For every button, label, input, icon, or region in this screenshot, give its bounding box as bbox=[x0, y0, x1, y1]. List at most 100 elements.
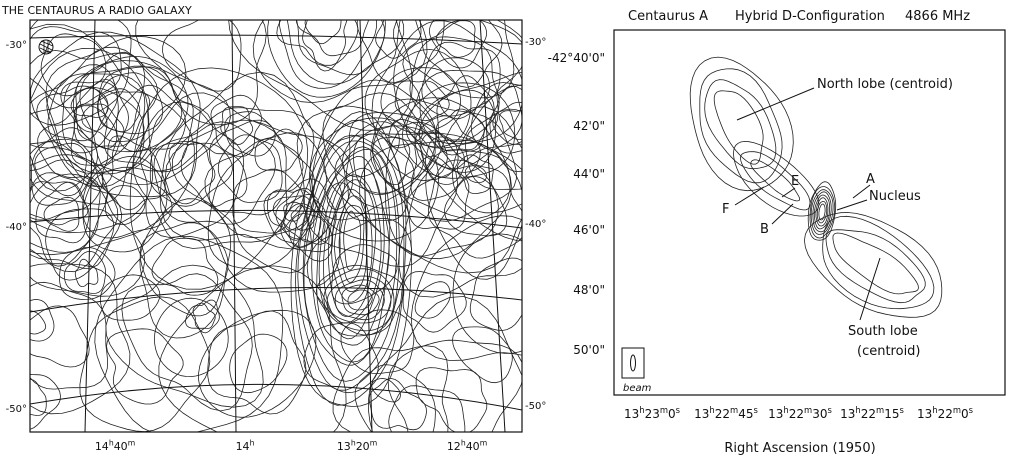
unit: m bbox=[128, 439, 136, 448]
contour bbox=[79, 296, 211, 432]
annotation: F bbox=[722, 202, 729, 217]
contour bbox=[30, 154, 108, 253]
contour bbox=[713, 90, 764, 165]
axis-title: Right Ascension (1950) bbox=[724, 441, 875, 456]
contour bbox=[368, 378, 427, 431]
contour bbox=[405, 69, 522, 170]
frame bbox=[613, 29, 1006, 396]
contour bbox=[428, 20, 488, 69]
title: Hybrid D-Configuration bbox=[735, 9, 885, 24]
beam-hatch bbox=[39, 40, 54, 54]
contour bbox=[70, 87, 109, 118]
dec-label: 44'0" bbox=[573, 167, 605, 181]
dec-label: -50° bbox=[6, 404, 27, 415]
contour bbox=[35, 181, 90, 244]
unit: h bbox=[109, 439, 114, 448]
contour bbox=[104, 185, 146, 225]
contour bbox=[207, 310, 307, 415]
number: 40 bbox=[466, 440, 480, 453]
contour bbox=[36, 85, 109, 142]
number: 14 bbox=[95, 440, 109, 453]
unit: m bbox=[370, 439, 378, 448]
contour bbox=[498, 109, 522, 141]
contour bbox=[283, 193, 322, 243]
unit: m bbox=[480, 439, 488, 448]
contour bbox=[323, 268, 395, 332]
contour bbox=[452, 85, 522, 214]
contour bbox=[380, 67, 461, 134]
contour bbox=[815, 197, 829, 227]
contour bbox=[418, 89, 497, 173]
contour bbox=[224, 111, 276, 157]
contour bbox=[101, 135, 166, 211]
contour bbox=[60, 81, 118, 133]
contour bbox=[425, 149, 522, 280]
dec-label: -50° bbox=[525, 401, 546, 412]
contours bbox=[30, 20, 522, 432]
contour bbox=[30, 141, 104, 221]
dec-label: 46'0" bbox=[573, 223, 605, 237]
annotation: Nucleus bbox=[869, 189, 921, 204]
contour bbox=[428, 159, 522, 259]
number: 13 bbox=[917, 407, 932, 421]
unit: h bbox=[783, 405, 788, 415]
contour bbox=[410, 215, 522, 361]
unit: s bbox=[827, 405, 831, 415]
contour bbox=[420, 131, 466, 185]
tick-label: 13h22m45s bbox=[694, 405, 758, 421]
contour bbox=[435, 20, 476, 58]
contour bbox=[192, 302, 216, 329]
dec-label: 50'0" bbox=[573, 343, 605, 357]
left-title: THE CENTAURUS A RADIO GALAXY bbox=[1, 4, 192, 17]
contour bbox=[347, 289, 373, 311]
contour bbox=[252, 20, 428, 104]
contour bbox=[340, 309, 415, 375]
contour bbox=[129, 67, 309, 290]
beam bbox=[38, 39, 54, 55]
dec-label: -40° bbox=[525, 219, 546, 230]
contour bbox=[72, 56, 189, 153]
contour bbox=[832, 232, 919, 295]
contour bbox=[290, 111, 412, 407]
contour bbox=[30, 281, 109, 390]
contour bbox=[46, 46, 194, 174]
contour bbox=[43, 196, 80, 232]
beam-ellipse bbox=[630, 354, 636, 372]
contour bbox=[359, 139, 512, 260]
contour bbox=[75, 103, 125, 150]
contour bbox=[30, 48, 154, 234]
contour bbox=[393, 20, 522, 149]
contour bbox=[452, 326, 513, 384]
dec-label: -30° bbox=[525, 37, 546, 48]
dec-label: -42°40'0" bbox=[548, 51, 605, 65]
unit: m bbox=[804, 405, 812, 415]
unit: h bbox=[351, 439, 356, 448]
contour bbox=[302, 20, 348, 72]
number: 20 bbox=[356, 440, 370, 453]
contour bbox=[63, 250, 107, 294]
contour bbox=[115, 84, 186, 153]
tick-label: 13h22m30s bbox=[768, 405, 832, 421]
contour bbox=[311, 79, 437, 221]
contour bbox=[415, 367, 488, 432]
contour bbox=[45, 35, 187, 175]
contour bbox=[704, 79, 777, 170]
contour bbox=[402, 20, 522, 145]
unit: h bbox=[461, 439, 466, 448]
number: 13 bbox=[624, 407, 639, 421]
tick-label: 14h bbox=[236, 439, 255, 453]
contour bbox=[414, 281, 451, 319]
contour bbox=[297, 134, 405, 391]
contour bbox=[30, 64, 119, 154]
contour bbox=[70, 78, 129, 166]
annotation: (centroid) bbox=[857, 344, 921, 359]
contour bbox=[327, 179, 377, 317]
number: 14 bbox=[236, 440, 250, 453]
contour bbox=[322, 105, 424, 194]
contour bbox=[153, 121, 276, 225]
contour bbox=[492, 101, 522, 145]
contour bbox=[456, 154, 494, 194]
contour bbox=[151, 237, 219, 296]
contour bbox=[402, 271, 467, 333]
contour bbox=[415, 20, 503, 88]
